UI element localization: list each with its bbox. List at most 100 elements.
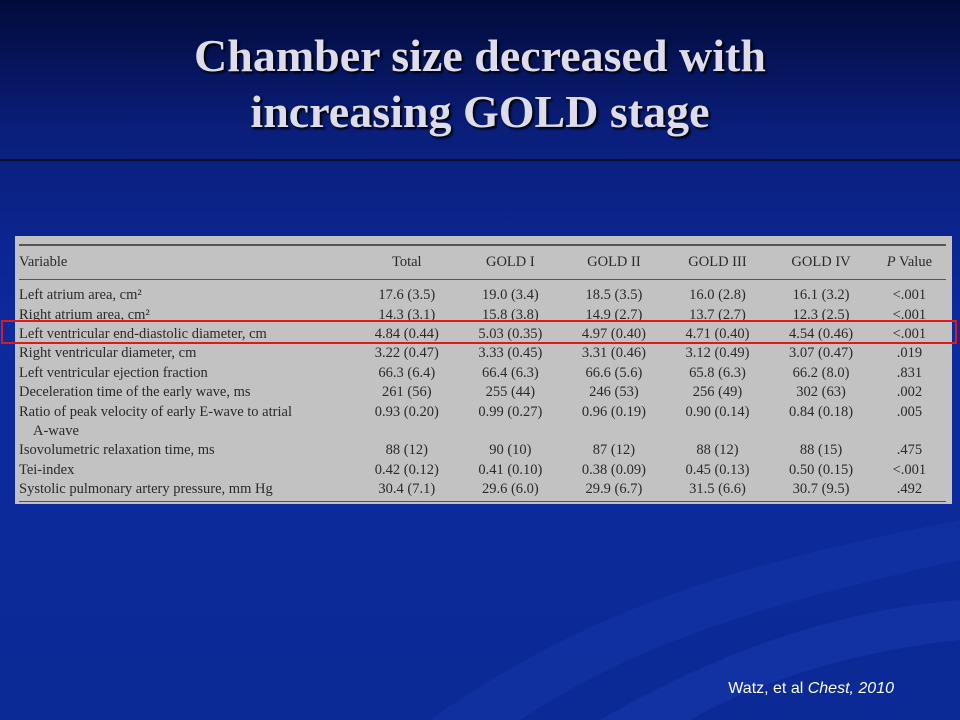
- cell-variable: Ratio of peak velocity of early E-wave t…: [19, 403, 292, 420]
- slide-title: Chamber size decreased with increasing G…: [0, 28, 960, 140]
- cell-g1: 3.33 (0.45): [478, 345, 543, 362]
- highlight-box: [1, 320, 957, 344]
- cell-g1: 0.99 (0.27): [478, 403, 543, 420]
- header-p-value: P Value: [873, 245, 946, 280]
- cell-g2: 0.38 (0.09): [581, 461, 646, 478]
- header-gold-2: GOLD II: [587, 253, 641, 270]
- table-row: Left ventricular ejection fraction 66.3 (…: [19, 364, 946, 383]
- cell-p: <.001: [892, 306, 927, 323]
- cell-total: 0.93 (0.20): [374, 403, 439, 420]
- cell-g3: 256 (49): [692, 384, 743, 401]
- results-table: Variable Total GOLD I GOLD II GOLD III G…: [19, 244, 946, 502]
- table-row: Left ventricular end-diastolic diameter,…: [19, 325, 946, 344]
- cell-g4: [769, 422, 873, 441]
- header-total: Total: [391, 253, 422, 270]
- cell-variable: Isovolumetric relaxation time, ms: [19, 442, 215, 459]
- cell-variable: Systolic pulmonary artery pressure, mm H…: [19, 481, 273, 498]
- cell-g3: 16.0 (2.8): [689, 287, 746, 304]
- header-variable: Variable: [19, 253, 68, 270]
- cell-total: 3.22 (0.47): [374, 345, 439, 362]
- cell-g3: 0.90 (0.14): [685, 403, 750, 420]
- cell-g3: 13.7 (2.7): [689, 306, 746, 323]
- cell-g4: 12.3 (2.5): [792, 306, 850, 323]
- table-row: Tei-index 0.42 (0.12) 0.41 (0.10) 0.38 (0.0…: [19, 461, 946, 480]
- cell-p: .492: [896, 481, 923, 498]
- cell-total: [355, 422, 459, 441]
- table-row: Left atrium area, cm² 17.6 (3.5) 19.0 (3.4…: [19, 280, 946, 306]
- cell-total: 30.4 (7.1): [378, 481, 436, 498]
- citation-authors: Watz, et al: [728, 680, 804, 697]
- cell-g1: 255 (44): [485, 384, 536, 401]
- title-line-2: increasing GOLD stage: [250, 86, 710, 137]
- header-gold-3: GOLD III: [688, 253, 747, 270]
- cell-variable: Right atrium area, cm²: [19, 306, 150, 323]
- cell-g2: 0.96 (0.19): [581, 403, 646, 420]
- table-row: Right atrium area, cm² 14.3 (3.1) 15.8 (3.…: [19, 305, 946, 324]
- cell-g2: 246 (53): [589, 384, 639, 401]
- cell-p: <.001: [892, 287, 927, 304]
- cell-g4: 66.2 (8.0): [792, 364, 850, 381]
- cell-p: .002: [896, 384, 923, 401]
- table-row: Isovolumetric relaxation time, ms 88 (12)…: [19, 441, 946, 460]
- cell-variable: A-wave: [33, 422, 79, 439]
- cell-g4: 4.54 (0.46): [789, 325, 854, 342]
- cell-g3: 4.71 (0.40): [685, 325, 750, 342]
- cell-g2: 14.9 (2.7): [585, 306, 643, 323]
- citation-journal: Chest, 2010: [807, 680, 894, 697]
- cell-g4: 16.1 (3.2): [792, 287, 850, 304]
- cell-g4: 302 (63): [796, 384, 846, 401]
- cell-total: 261 (56): [382, 384, 432, 401]
- cell-g1: 5.03 (0.35): [478, 325, 543, 342]
- cell-variable: Tei-index: [19, 461, 75, 478]
- cell-g2: 3.31 (0.46): [581, 345, 646, 362]
- table-row: Right ventricular diameter, cm 3.22 (0.47…: [19, 344, 946, 363]
- cell-g2: [562, 422, 666, 441]
- cell-g1: 90 (10): [489, 442, 532, 459]
- header-gold-4: GOLD IV: [791, 253, 851, 270]
- cell-g1: 19.0 (3.4): [481, 287, 539, 304]
- cell-p: .475: [896, 442, 923, 459]
- cell-g4: 30.7 (9.5): [792, 481, 850, 498]
- cell-g4: 0.84 (0.18): [789, 403, 854, 420]
- cell-total: 17.6 (3.5): [378, 287, 436, 304]
- cell-g4: 3.07 (0.47): [789, 345, 854, 362]
- citation: Watz, et al Chest, 2010: [728, 680, 894, 698]
- results-table-image: Variable Total GOLD I GOLD II GOLD III G…: [15, 236, 952, 504]
- cell-g2: 87 (12): [592, 442, 636, 459]
- cell-g3: 0.45 (0.13): [685, 461, 750, 478]
- cell-g3: 3.12 (0.49): [685, 345, 750, 362]
- cell-g2: 29.9 (6.7): [585, 481, 643, 498]
- table-row: A-wave: [19, 422, 946, 441]
- cell-variable: Left ventricular ejection fraction: [19, 364, 208, 381]
- cell-variable: Left atrium area, cm²: [19, 287, 142, 304]
- cell-g2: 66.6 (5.6): [585, 364, 643, 381]
- cell-g3: 65.8 (6.3): [689, 364, 746, 381]
- cell-variable: Right ventricular diameter, cm: [19, 345, 197, 362]
- cell-p: <.001: [892, 325, 927, 342]
- title-line-1: Chamber size decreased with: [194, 30, 766, 81]
- cell-g1: 0.41 (0.10): [478, 461, 543, 478]
- cell-g1: 15.8 (3.8): [481, 306, 539, 323]
- cell-total: 14.3 (3.1): [378, 306, 436, 323]
- cell-variable: Deceleration time of the early wave, ms: [19, 384, 251, 401]
- cell-g1: 66.4 (6.3): [481, 364, 539, 381]
- cell-g1: [459, 422, 563, 441]
- cell-variable: Left ventricular end-diastolic diameter,…: [19, 325, 267, 342]
- cell-total: 88 (12): [385, 442, 428, 459]
- cell-g3: 88 (12): [696, 442, 739, 459]
- cell-total: 66.3 (6.4): [378, 364, 436, 381]
- table-row: Systolic pulmonary artery pressure, mm H…: [19, 480, 946, 502]
- cell-g4: 0.50 (0.15): [789, 461, 854, 478]
- cell-g3: [666, 422, 770, 441]
- cell-g1: 29.6 (6.0): [481, 481, 539, 498]
- table-row: Ratio of peak velocity of early E-wave t…: [19, 402, 946, 421]
- title-divider: [0, 159, 960, 161]
- table-row: Deceleration time of the early wave, ms 2…: [19, 383, 946, 402]
- cell-p: <.001: [892, 461, 927, 478]
- table-header-row: Variable Total GOLD I GOLD II GOLD III G…: [19, 245, 946, 280]
- cell-total: 0.42 (0.12): [374, 461, 439, 478]
- cell-g4: 88 (15): [799, 442, 843, 459]
- header-p-rest: Value: [895, 253, 933, 270]
- cell-g2: 18.5 (3.5): [585, 287, 643, 304]
